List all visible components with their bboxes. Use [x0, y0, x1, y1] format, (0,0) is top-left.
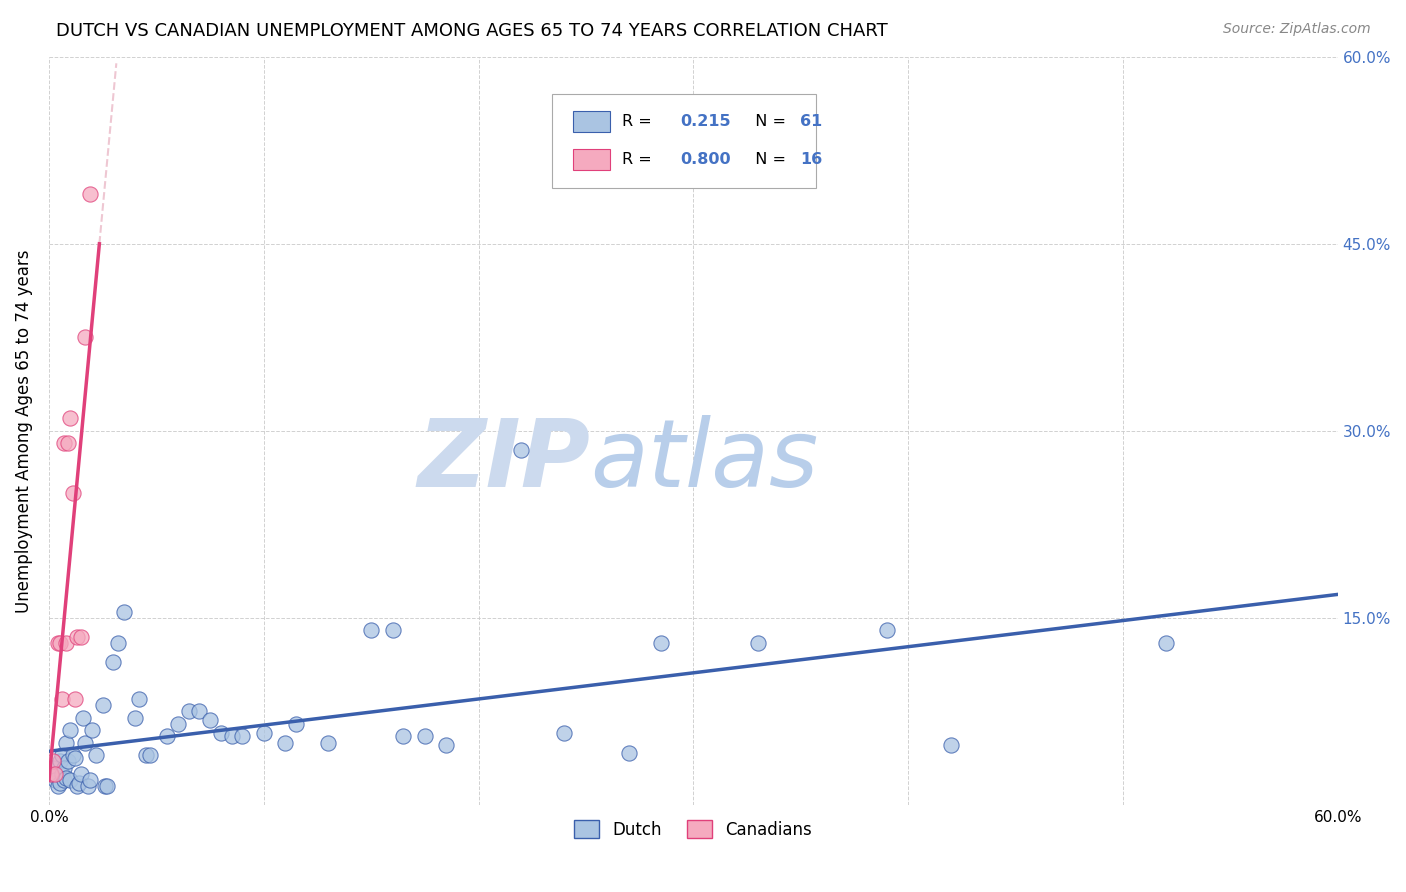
Point — [139, 748, 162, 763]
Point — [94, 780, 117, 794]
Text: 61: 61 — [800, 114, 823, 129]
Point — [70, 767, 93, 781]
Text: 0.215: 0.215 — [681, 114, 731, 129]
Text: 0.800: 0.800 — [681, 152, 731, 167]
FancyBboxPatch shape — [574, 112, 610, 132]
Point — [434, 738, 457, 752]
Point — [316, 736, 339, 750]
Point — [53, 436, 76, 450]
Point — [617, 746, 640, 760]
Point — [75, 736, 97, 750]
Point — [46, 780, 69, 794]
Point — [63, 750, 86, 764]
Point — [53, 773, 76, 788]
Point — [413, 730, 436, 744]
Point — [55, 771, 77, 785]
Point — [48, 775, 70, 789]
Point — [553, 725, 575, 739]
Point — [209, 725, 232, 739]
Point — [80, 723, 103, 738]
Point — [76, 780, 98, 794]
Point — [67, 775, 90, 789]
Point — [177, 705, 200, 719]
Point — [650, 636, 672, 650]
Point — [44, 773, 66, 788]
Point — [285, 717, 308, 731]
Point — [84, 748, 107, 763]
Point — [747, 636, 769, 650]
Point — [188, 705, 211, 719]
Point — [253, 725, 276, 739]
Point — [48, 755, 70, 769]
Point — [360, 624, 382, 638]
Text: ZIP: ZIP — [418, 415, 591, 507]
Point — [55, 736, 77, 750]
Point — [1154, 636, 1177, 650]
Point — [51, 767, 73, 781]
Point — [72, 711, 94, 725]
Point — [128, 692, 150, 706]
Point — [79, 773, 101, 788]
Text: 16: 16 — [800, 152, 823, 167]
Point — [66, 780, 89, 794]
Point — [59, 773, 82, 788]
Point — [124, 711, 146, 725]
Text: R =: R = — [623, 152, 657, 167]
Text: DUTCH VS CANADIAN UNEMPLOYMENT AMONG AGES 65 TO 74 YEARS CORRELATION CHART: DUTCH VS CANADIAN UNEMPLOYMENT AMONG AGE… — [56, 22, 889, 40]
Point — [39, 767, 62, 781]
Legend: Dutch, Canadians: Dutch, Canadians — [568, 814, 818, 846]
Point — [381, 624, 404, 638]
Point — [107, 636, 129, 650]
Point — [58, 436, 80, 450]
Point — [59, 411, 82, 425]
Point — [58, 755, 80, 769]
Point — [91, 698, 114, 713]
Point — [392, 730, 415, 744]
Point — [221, 730, 243, 744]
Point — [42, 761, 65, 775]
Point — [79, 186, 101, 201]
Point — [51, 692, 73, 706]
Point — [70, 630, 93, 644]
Point — [46, 636, 69, 650]
Point — [135, 748, 157, 763]
Point — [510, 442, 533, 457]
Y-axis label: Unemployment Among Ages 65 to 74 years: Unemployment Among Ages 65 to 74 years — [15, 249, 32, 613]
Point — [42, 755, 65, 769]
Point — [44, 767, 66, 781]
Point — [939, 738, 962, 752]
Point — [63, 692, 86, 706]
Point — [55, 636, 77, 650]
Text: Source: ZipAtlas.com: Source: ZipAtlas.com — [1223, 22, 1371, 37]
Point — [166, 717, 188, 731]
FancyBboxPatch shape — [574, 149, 610, 169]
Text: N =: N = — [745, 152, 792, 167]
Point — [198, 713, 221, 727]
Point — [62, 748, 84, 763]
Point — [62, 486, 84, 500]
Point — [231, 730, 253, 744]
Point — [39, 767, 62, 781]
Point — [75, 330, 97, 344]
Point — [51, 748, 73, 763]
Point — [156, 730, 179, 744]
Point — [103, 655, 125, 669]
Point — [66, 630, 89, 644]
Text: R =: R = — [623, 114, 657, 129]
Point — [48, 636, 70, 650]
Text: N =: N = — [745, 114, 792, 129]
Point — [876, 624, 898, 638]
Point — [274, 736, 297, 750]
FancyBboxPatch shape — [551, 94, 815, 187]
Text: atlas: atlas — [591, 416, 818, 507]
Point — [112, 605, 135, 619]
Point — [59, 723, 82, 738]
Point — [53, 761, 76, 775]
Point — [96, 780, 118, 794]
